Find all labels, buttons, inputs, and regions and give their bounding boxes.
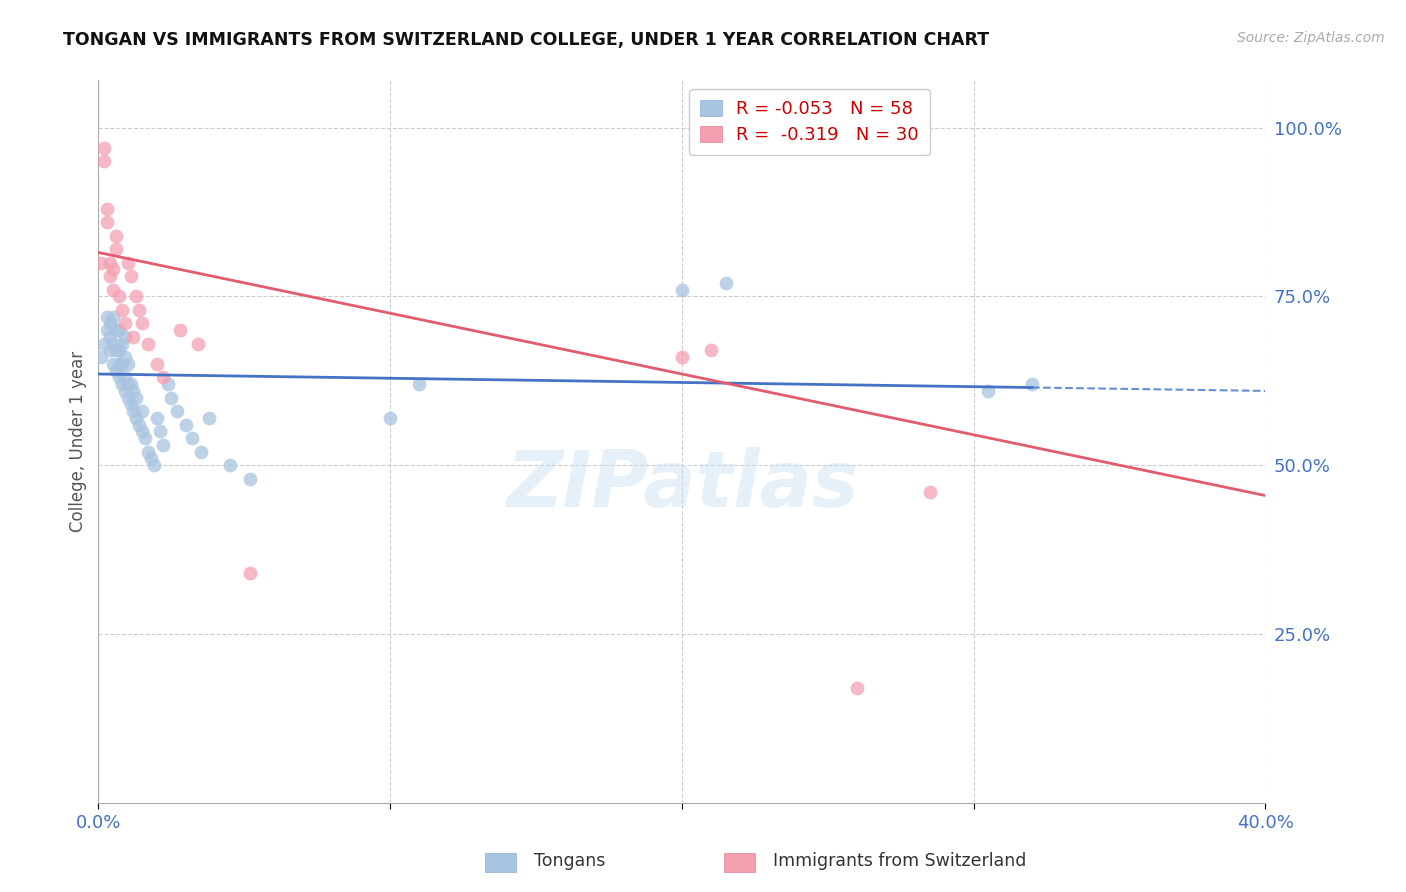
Point [120,377,142,392]
Point [90,255,112,269]
Point [700,343,723,358]
Text: Tongans: Tongans [534,852,606,870]
Point [1021,377,1043,392]
Point [152,370,174,384]
Point [98,343,121,358]
Point [128,417,150,432]
Point [108,289,131,303]
Point [101,336,124,351]
Point [128,302,150,317]
Point [96,202,118,216]
Point [111,377,134,392]
Point [149,425,172,439]
Point [117,391,139,405]
Point [104,364,127,378]
Point [120,269,142,284]
Point [111,357,134,371]
Point [714,276,737,290]
Point [136,336,159,351]
Point [146,357,169,371]
Point [96,323,118,337]
Point [198,411,221,425]
Point [96,310,118,324]
Point [104,343,127,358]
Text: ZIPatlas: ZIPatlas [506,447,858,523]
Point [169,323,191,337]
Point [671,283,693,297]
Point [846,681,869,695]
Point [93,154,115,169]
Point [671,350,693,364]
Point [101,357,124,371]
Text: Source: ZipAtlas.com: Source: ZipAtlas.com [1237,31,1385,45]
Point [131,425,153,439]
Point [408,377,430,392]
Point [98,317,121,331]
Point [239,472,262,486]
Point [218,458,240,472]
Point [977,384,1000,398]
Point [98,330,121,344]
Point [190,444,212,458]
Point [98,269,121,284]
Point [239,566,262,581]
Point [104,323,127,337]
Point [108,343,131,358]
Point [125,391,148,405]
Point [108,323,131,337]
Point [166,404,188,418]
Point [125,411,148,425]
Point [114,330,136,344]
Point [139,451,162,466]
Point [117,255,139,269]
Point [114,384,136,398]
Point [174,417,197,432]
Point [104,228,127,243]
Point [122,404,145,418]
Text: TONGAN VS IMMIGRANTS FROM SWITZERLAND COLLEGE, UNDER 1 YEAR CORRELATION CHART: TONGAN VS IMMIGRANTS FROM SWITZERLAND CO… [63,31,990,49]
Point [131,317,153,331]
Point [152,438,174,452]
Point [98,255,121,269]
Point [114,350,136,364]
Point [93,336,115,351]
Point [160,391,183,405]
Point [101,262,124,277]
Point [131,404,153,418]
Point [142,458,165,472]
Point [134,431,156,445]
Y-axis label: College, Under 1 year: College, Under 1 year [69,351,87,533]
Point [180,431,202,445]
Point [101,310,124,324]
Point [136,444,159,458]
Point [157,377,180,392]
Point [114,370,136,384]
Point [117,377,139,392]
Point [108,357,131,371]
Point [108,370,131,384]
Point [93,141,115,155]
Point [122,384,145,398]
Point [117,357,139,371]
Point [101,283,124,297]
Point [125,289,148,303]
Point [120,397,142,411]
Point [90,350,112,364]
Point [122,330,145,344]
Point [104,242,127,256]
Point [96,215,118,229]
Point [918,485,941,500]
Point [146,411,169,425]
Point [187,336,209,351]
Point [111,336,134,351]
Text: Immigrants from Switzerland: Immigrants from Switzerland [773,852,1026,870]
Point [380,411,402,425]
Point [111,302,134,317]
Legend: R = -0.053   N = 58, R =  -0.319   N = 30: R = -0.053 N = 58, R = -0.319 N = 30 [689,89,929,154]
Point [114,317,136,331]
